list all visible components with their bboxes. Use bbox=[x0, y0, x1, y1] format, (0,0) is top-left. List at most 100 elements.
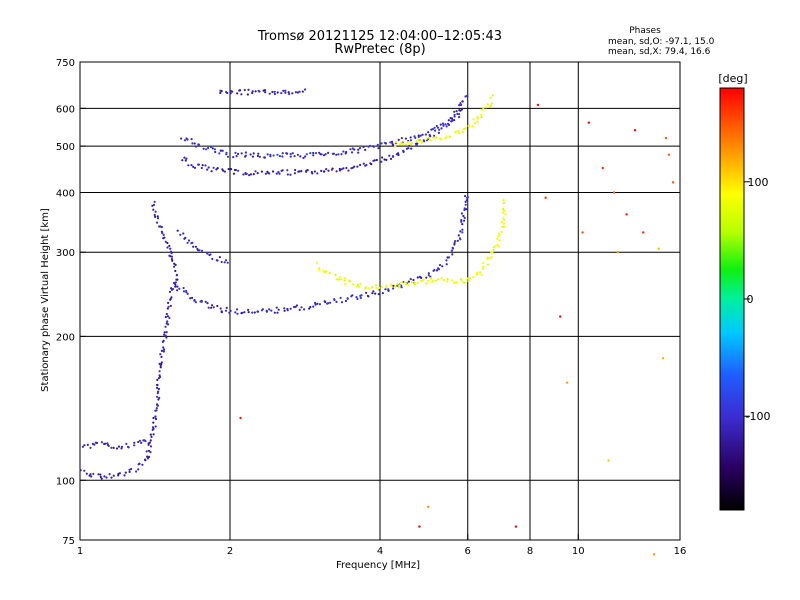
data-point bbox=[294, 305, 297, 308]
data-point bbox=[431, 279, 434, 282]
data-point bbox=[167, 305, 170, 308]
data-point bbox=[137, 440, 140, 444]
data-point bbox=[182, 290, 186, 293]
data-point bbox=[642, 231, 645, 234]
data-point bbox=[210, 306, 213, 309]
data-point bbox=[248, 174, 251, 177]
data-point bbox=[316, 302, 319, 305]
data-point bbox=[461, 228, 464, 231]
data-point bbox=[160, 355, 163, 358]
data-point bbox=[335, 300, 338, 303]
data-point bbox=[205, 148, 208, 151]
data-point bbox=[223, 170, 226, 173]
data-point bbox=[459, 102, 462, 105]
data-point bbox=[488, 256, 491, 260]
data-point bbox=[287, 91, 290, 94]
data-point bbox=[286, 309, 289, 312]
data-point bbox=[447, 119, 450, 122]
data-point bbox=[378, 288, 381, 291]
data-point bbox=[332, 152, 335, 155]
data-point bbox=[110, 476, 113, 479]
data-point bbox=[158, 225, 161, 228]
data-point bbox=[195, 145, 198, 148]
data-point bbox=[278, 155, 281, 158]
data-point bbox=[601, 166, 605, 170]
data-point bbox=[463, 216, 466, 219]
data-point bbox=[335, 278, 338, 281]
data-point bbox=[371, 286, 374, 289]
data-point bbox=[164, 334, 167, 337]
data-point bbox=[444, 137, 447, 140]
data-point bbox=[245, 172, 248, 175]
data-point bbox=[185, 137, 188, 140]
colorbar-tick-label: 100 bbox=[748, 176, 769, 189]
data-point bbox=[175, 274, 178, 277]
data-point bbox=[165, 336, 168, 339]
data-point bbox=[338, 167, 341, 171]
data-point bbox=[249, 153, 252, 156]
data-point bbox=[464, 200, 467, 203]
data-point bbox=[185, 291, 188, 294]
data-point bbox=[502, 202, 505, 205]
data-point bbox=[209, 253, 212, 256]
data-point bbox=[229, 309, 232, 312]
data-point bbox=[153, 213, 156, 217]
data-point bbox=[460, 220, 463, 223]
data-point bbox=[281, 155, 284, 158]
data-point bbox=[162, 346, 165, 349]
data-point bbox=[347, 169, 350, 172]
data-point bbox=[158, 374, 161, 377]
data-point bbox=[289, 173, 292, 176]
data-point bbox=[409, 136, 412, 139]
data-point bbox=[232, 172, 236, 175]
data-point bbox=[345, 166, 348, 170]
data-point bbox=[289, 152, 292, 156]
colorbar-label: [deg] bbox=[718, 72, 747, 85]
data-point bbox=[105, 476, 108, 479]
data-point bbox=[293, 172, 296, 175]
data-point bbox=[166, 307, 169, 310]
data-point bbox=[427, 131, 430, 134]
data-point bbox=[460, 103, 463, 107]
data-point bbox=[392, 284, 395, 287]
data-point bbox=[388, 154, 391, 157]
data-point bbox=[340, 168, 343, 171]
data-point bbox=[252, 152, 255, 155]
data-point bbox=[170, 287, 173, 290]
data-point bbox=[158, 396, 161, 399]
data-point bbox=[356, 297, 359, 301]
data-point bbox=[277, 170, 280, 174]
data-point bbox=[463, 207, 466, 210]
data-point bbox=[140, 441, 143, 444]
data-point bbox=[268, 308, 271, 311]
data-point bbox=[353, 165, 356, 168]
data-point bbox=[130, 467, 133, 471]
y-tick-label: 400 bbox=[56, 188, 75, 199]
data-point bbox=[254, 90, 257, 93]
data-point bbox=[496, 243, 499, 247]
data-point bbox=[212, 306, 215, 309]
data-point bbox=[461, 223, 464, 226]
data-point bbox=[306, 169, 309, 172]
data-point bbox=[218, 152, 221, 155]
data-point bbox=[246, 93, 249, 96]
data-point bbox=[231, 90, 234, 93]
data-point bbox=[471, 125, 474, 128]
data-point bbox=[498, 233, 501, 236]
data-point bbox=[244, 154, 247, 157]
data-point bbox=[437, 278, 440, 281]
data-point bbox=[439, 123, 442, 126]
data-point bbox=[204, 164, 207, 167]
data-point bbox=[402, 149, 405, 152]
data-point bbox=[166, 241, 169, 245]
data-point bbox=[249, 173, 252, 176]
data-point bbox=[237, 169, 240, 172]
data-point bbox=[251, 91, 254, 95]
data-point bbox=[384, 288, 387, 291]
data-point bbox=[457, 234, 460, 237]
data-point bbox=[450, 249, 453, 252]
data-point bbox=[498, 239, 501, 242]
data-point bbox=[220, 311, 223, 314]
data-point bbox=[374, 292, 377, 295]
